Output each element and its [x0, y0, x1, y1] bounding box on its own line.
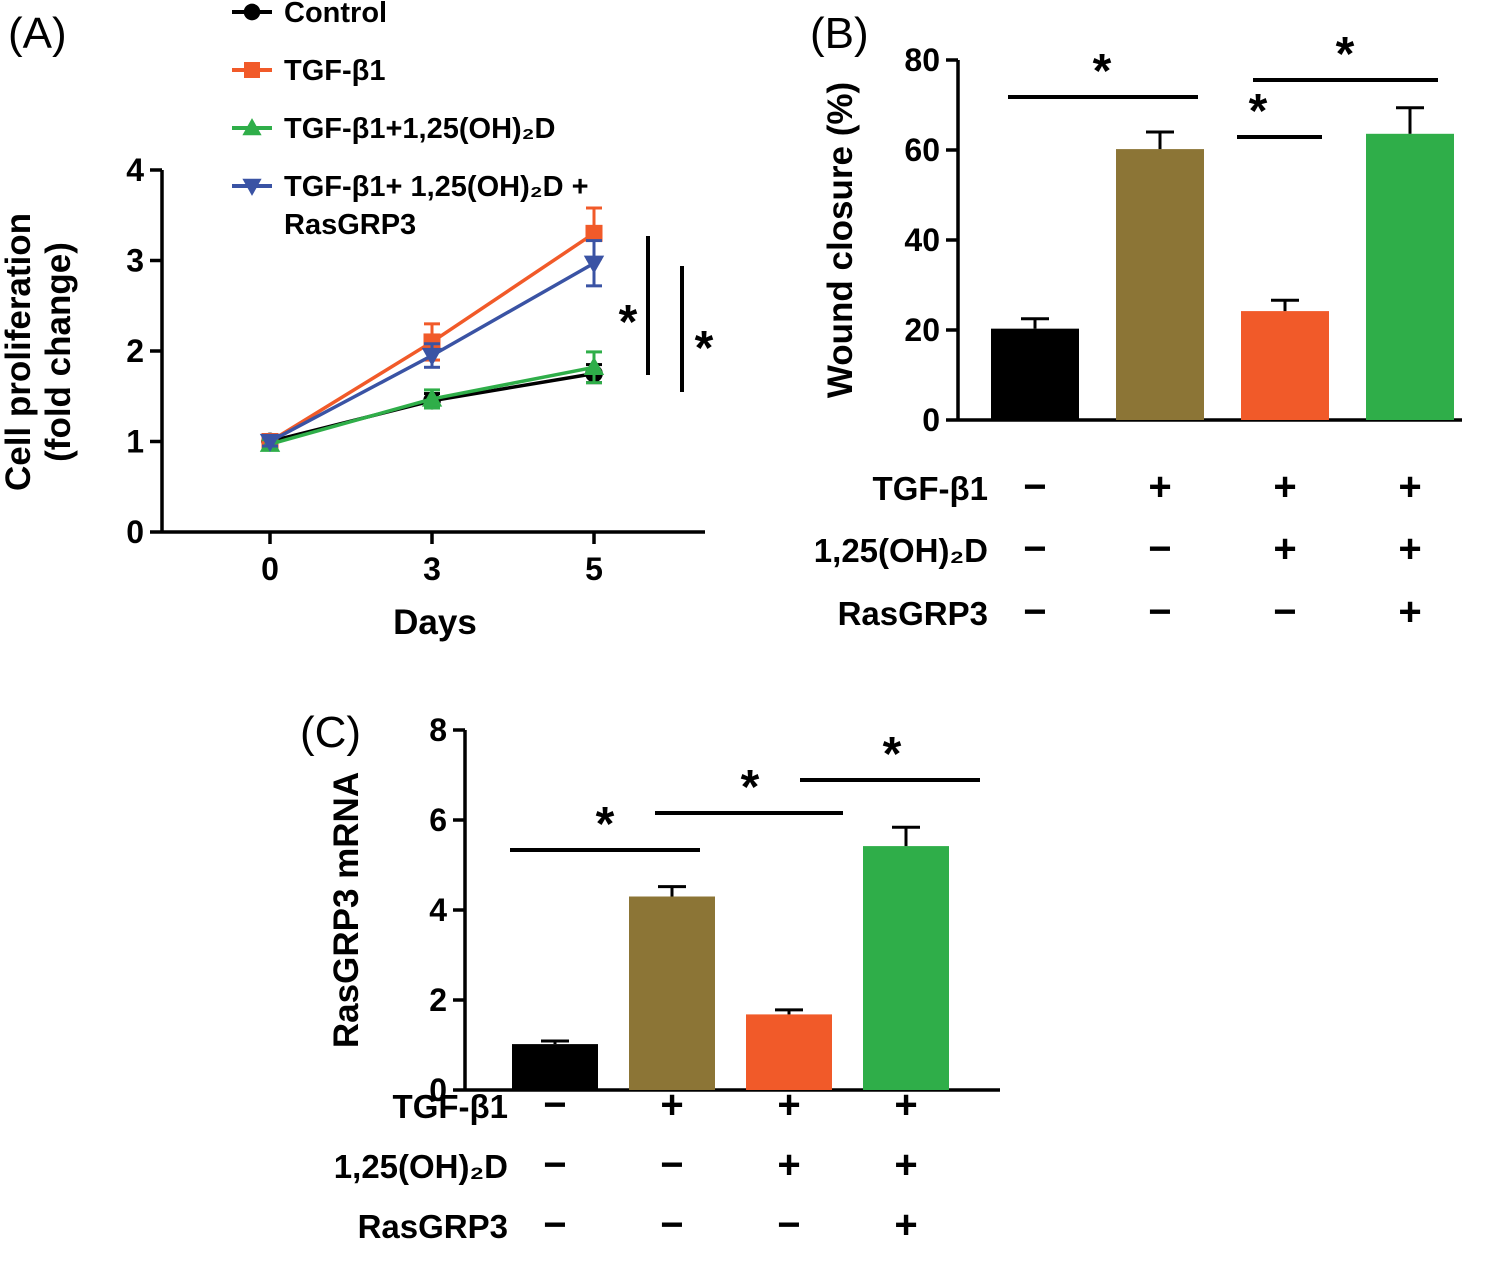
- marker-triangle-down: [421, 347, 443, 367]
- marker-square: [423, 333, 441, 351]
- bar-1: [629, 896, 715, 1090]
- significance-star: *: [1336, 28, 1355, 81]
- condition-sign: −: [660, 1203, 683, 1247]
- x-tick-label: 5: [585, 551, 603, 587]
- condition-sign: −: [543, 1203, 566, 1247]
- marker-triangle-down: [242, 178, 262, 196]
- significance-star: *: [619, 296, 638, 349]
- panel-label: (A): [8, 9, 67, 58]
- y-tick-label: 4: [429, 892, 447, 928]
- x-axis-title: Days: [393, 603, 477, 642]
- y-tick-label: 80: [904, 42, 940, 78]
- marker-triangle-up: [583, 356, 605, 375]
- significance-star: *: [883, 728, 902, 781]
- legend-label: RasGRP3: [284, 209, 416, 241]
- x-tick-label: 0: [261, 551, 279, 587]
- significance-star: *: [596, 798, 615, 851]
- marker-triangle-up: [242, 118, 262, 136]
- y-axis-title: RasGRP3 mRNA: [327, 772, 366, 1048]
- y-tick-label: 60: [904, 132, 940, 168]
- marker-triangle-down: [259, 433, 281, 453]
- legend-label: TGF-β1: [284, 55, 385, 87]
- y-tick-label: 8: [429, 712, 447, 748]
- panel-label: (B): [810, 9, 869, 58]
- condition-sign: +: [894, 1143, 917, 1187]
- panel-label: (C): [300, 708, 361, 757]
- condition-sign: +: [1398, 590, 1421, 634]
- y-tick-label: 40: [904, 222, 940, 258]
- legend-label: TGF-β1+1,25(OH)₂D: [284, 113, 556, 145]
- bar-0: [991, 328, 1079, 420]
- x-tick-label: 3: [423, 551, 441, 587]
- condition-label: TGF-β1: [873, 470, 988, 507]
- significance-star: *: [741, 761, 760, 814]
- legend-label: TGF-β1+ 1,25(OH)₂D +: [284, 171, 589, 203]
- condition-sign: −: [1148, 590, 1171, 634]
- condition-sign: −: [660, 1143, 683, 1187]
- y-tick-label: 2: [429, 982, 447, 1018]
- condition-sign: −: [1273, 590, 1296, 634]
- legend-label: Control: [284, 0, 387, 29]
- y-axis-title: Cell proliferation: [0, 213, 38, 491]
- condition-label: 1,25(OH)₂D: [334, 1148, 508, 1185]
- condition-sign: +: [777, 1083, 800, 1127]
- condition-label: TGF-β1: [393, 1088, 508, 1125]
- condition-sign: −: [777, 1203, 800, 1247]
- y-tick-label: 0: [922, 402, 940, 438]
- significance-star: *: [695, 322, 714, 375]
- y-tick-label: 4: [126, 152, 144, 188]
- y-tick-label: 3: [126, 243, 144, 279]
- y-tick-label: 1: [126, 424, 144, 460]
- y-tick-label: 0: [429, 1072, 447, 1108]
- condition-sign: +: [777, 1143, 800, 1187]
- condition-sign: +: [1398, 527, 1421, 571]
- condition-sign: −: [1023, 465, 1046, 509]
- bar-2: [746, 1014, 832, 1090]
- condition-sign: +: [1273, 527, 1296, 571]
- y-tick-label: 20: [904, 312, 940, 348]
- condition-label: RasGRP3: [358, 1208, 508, 1245]
- bar-3: [1366, 133, 1454, 421]
- condition-label: RasGRP3: [838, 595, 988, 632]
- legend: Control TGF-β1 TGF-β1+1,25(OH)₂D TGF-β1+ 1,…: [232, 0, 589, 241]
- marker-circle: [243, 3, 261, 21]
- condition-sign: −: [543, 1143, 566, 1187]
- y-tick-label: 0: [126, 514, 144, 550]
- condition-sign: +: [660, 1083, 683, 1127]
- y-tick-label: 6: [429, 802, 447, 838]
- significance-star: *: [1093, 45, 1112, 98]
- condition-sign: +: [1273, 465, 1296, 509]
- y-tick-label: 2: [126, 333, 144, 369]
- marker-triangle-down: [583, 255, 605, 274]
- condition-sign: +: [1398, 465, 1421, 509]
- y-axis-title: (fold change): [39, 242, 78, 462]
- condition-sign: −: [1148, 527, 1171, 571]
- marker-triangle-up: [421, 388, 443, 407]
- panel-a-line-chart: (A) Control TGF-β1 TGF-β1+1,25(OH)₂D TGF-β1+…: [0, 0, 714, 642]
- condition-label: 1,25(OH)₂D: [814, 532, 988, 569]
- condition-sign: −: [1023, 590, 1046, 634]
- condition-sign: −: [543, 1083, 566, 1127]
- condition-sign: +: [894, 1083, 917, 1127]
- bar-3: [863, 846, 949, 1090]
- bar-0: [512, 1044, 598, 1090]
- marker-square: [585, 224, 603, 242]
- significance-star: *: [1249, 85, 1268, 138]
- condition-sign: −: [1023, 527, 1046, 571]
- bar-2: [1241, 311, 1329, 420]
- bar-1: [1116, 149, 1204, 420]
- y-axis-title: Wound closure (%): [821, 82, 860, 398]
- condition-sign: +: [894, 1203, 917, 1247]
- marker-square: [244, 62, 260, 78]
- condition-sign: +: [1148, 465, 1171, 509]
